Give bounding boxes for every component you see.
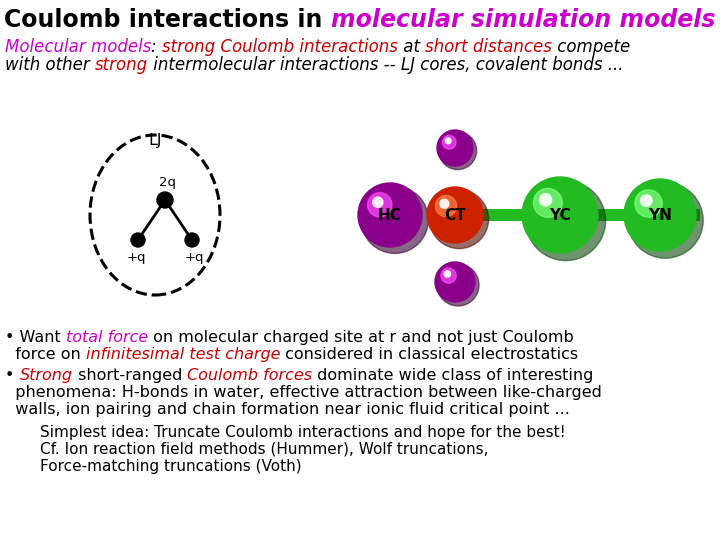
Circle shape (445, 138, 451, 144)
Text: strong Coulomb interactions: strong Coulomb interactions (162, 38, 398, 56)
Text: Coulomb interactions in: Coulomb interactions in (4, 8, 331, 32)
Circle shape (641, 195, 652, 206)
Text: LJ: LJ (148, 133, 162, 148)
Circle shape (368, 193, 392, 217)
Text: +q: +q (126, 251, 145, 264)
Text: HC: HC (378, 207, 402, 222)
Text: • Want: • Want (5, 330, 66, 345)
Text: considered in classical electrostatics: considered in classical electrostatics (280, 347, 578, 362)
Circle shape (526, 181, 606, 261)
Text: dominate wide class of interesting: dominate wide class of interesting (312, 368, 593, 383)
Text: :: : (151, 38, 162, 56)
Circle shape (444, 271, 451, 277)
Circle shape (438, 132, 477, 170)
Text: molecular simulation models: molecular simulation models (331, 8, 716, 32)
Text: YN: YN (648, 207, 672, 222)
Circle shape (442, 136, 456, 149)
Circle shape (440, 199, 449, 208)
Text: infinitesimal test charge: infinitesimal test charge (86, 347, 280, 362)
Text: walls, ion pairing and chain formation near ionic fluid critical point ...: walls, ion pairing and chain formation n… (5, 402, 570, 417)
Text: short-ranged: short-ranged (73, 368, 187, 383)
Text: on molecular charged site at r and not just Coulomb: on molecular charged site at r and not j… (148, 330, 574, 345)
Text: compete: compete (552, 38, 631, 56)
Circle shape (131, 233, 145, 247)
Circle shape (436, 195, 456, 217)
Text: YC: YC (549, 207, 571, 222)
Text: strong: strong (95, 56, 148, 74)
Circle shape (435, 262, 475, 302)
Circle shape (534, 188, 562, 217)
Text: intermolecular interactions -- LJ cores, covalent bonds ...: intermolecular interactions -- LJ cores,… (148, 56, 624, 74)
Circle shape (361, 186, 428, 253)
Circle shape (624, 179, 696, 251)
Text: Cf. Ion reaction field methods (Hummer), Wolf truncations,: Cf. Ion reaction field methods (Hummer),… (40, 442, 488, 457)
FancyBboxPatch shape (455, 209, 700, 221)
Text: Simplest idea: Truncate Coulomb interactions and hope for the best!: Simplest idea: Truncate Coulomb interact… (40, 425, 566, 440)
Circle shape (635, 190, 662, 217)
Circle shape (441, 268, 456, 283)
Circle shape (157, 192, 173, 208)
Circle shape (185, 233, 199, 247)
Circle shape (522, 177, 598, 253)
Text: +q: +q (184, 251, 204, 264)
Circle shape (430, 190, 489, 248)
Text: short distances: short distances (426, 38, 552, 56)
Text: •: • (5, 368, 19, 383)
Text: at: at (398, 38, 426, 56)
Circle shape (358, 183, 422, 247)
Circle shape (539, 194, 552, 206)
Circle shape (437, 130, 473, 166)
Text: Molecular models: Molecular models (5, 38, 151, 56)
Text: phenomena: H-bonds in water, effective attraction between like-charged: phenomena: H-bonds in water, effective a… (5, 385, 602, 400)
Text: 2q: 2q (158, 176, 176, 189)
Text: force on: force on (5, 347, 86, 362)
Text: with other: with other (5, 56, 95, 74)
Text: Force-matching truncations (Voth): Force-matching truncations (Voth) (40, 459, 302, 474)
Text: Strong: Strong (19, 368, 73, 383)
Circle shape (437, 264, 479, 306)
Circle shape (628, 183, 703, 258)
Text: total force: total force (66, 330, 148, 345)
Text: CT: CT (444, 207, 466, 222)
Circle shape (427, 187, 483, 243)
Circle shape (373, 197, 383, 207)
Text: Coulomb forces: Coulomb forces (187, 368, 312, 383)
